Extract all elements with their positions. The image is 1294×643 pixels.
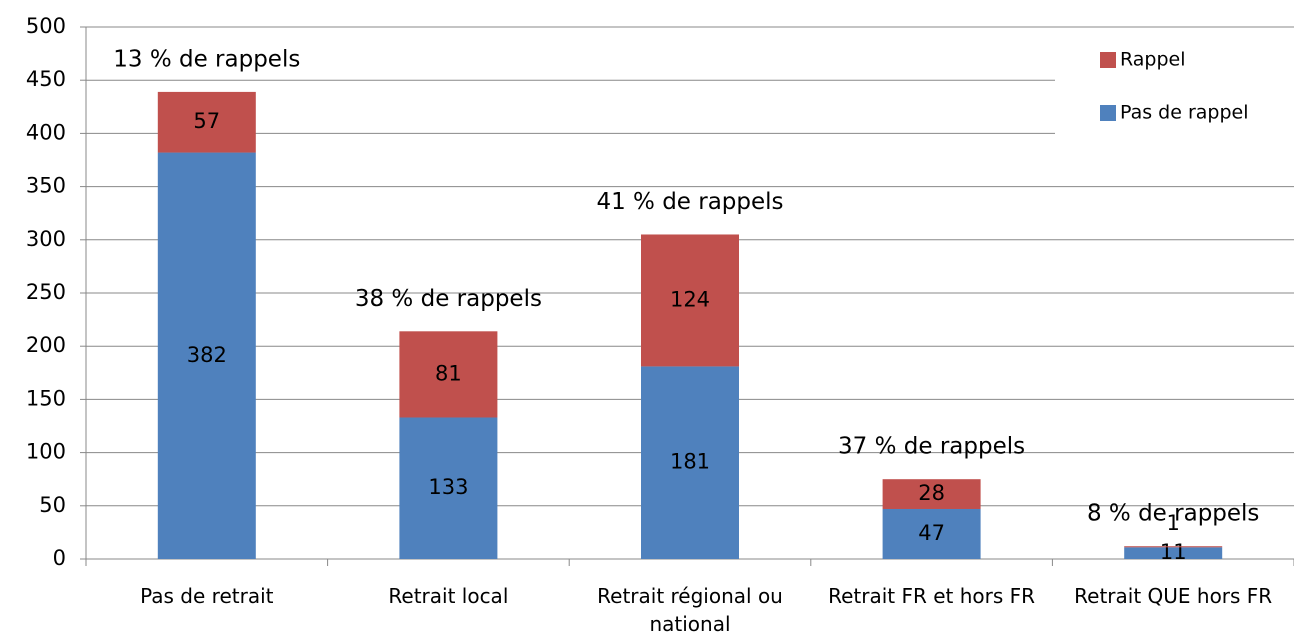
y-tick-label: 200 — [26, 333, 66, 357]
legend-swatch — [1100, 105, 1116, 121]
legend-swatch — [1100, 52, 1116, 68]
bar-segment — [157, 152, 256, 559]
bar-segment — [1124, 546, 1223, 548]
bar-segment — [399, 417, 498, 559]
value-label: 181 — [670, 450, 710, 474]
bar-segment — [882, 479, 981, 509]
annotation: 8 % de rappels — [1087, 501, 1259, 527]
legend-label: Rappel — [1120, 49, 1186, 71]
y-tick-label: 400 — [26, 120, 66, 144]
y-tick-label: 150 — [26, 386, 66, 410]
legend-background — [1055, 35, 1294, 135]
value-label: 11 — [1160, 540, 1187, 564]
value-label: 124 — [670, 287, 710, 311]
y-tick-label: 0 — [53, 546, 66, 570]
y-tick-label: 50 — [39, 493, 66, 517]
value-label: 47 — [918, 521, 945, 545]
x-tick-label: Retrait local — [388, 584, 509, 608]
legend-label: Pas de rappel — [1120, 102, 1249, 124]
value-label: 28 — [918, 481, 945, 505]
x-tick-label: Retrait régional ou national — [597, 584, 783, 636]
value-label: 57 — [193, 109, 220, 133]
y-tick-label: 500 — [26, 14, 66, 38]
y-tick-label: 450 — [26, 67, 66, 91]
bar-segment — [157, 91, 256, 153]
annotation: 41 % de rappels — [596, 189, 783, 215]
annotation: 13 % de rappels — [113, 46, 300, 72]
bar-segment — [641, 366, 739, 559]
bar-segment — [882, 508, 981, 559]
y-tick-label: 250 — [26, 280, 66, 304]
bar-segment — [399, 331, 498, 418]
bar-segment — [641, 234, 739, 367]
value-label: 81 — [435, 361, 462, 385]
value-label: 133 — [428, 475, 468, 499]
value-label: 382 — [187, 343, 227, 367]
y-tick-label: 300 — [26, 227, 66, 251]
y-tick-label: 100 — [26, 440, 66, 464]
x-tick-label: Retrait QUE hors FR — [1074, 584, 1273, 608]
value-label: 1 — [1167, 511, 1180, 535]
x-tick-label: Retrait FR et hors FR — [828, 584, 1036, 608]
annotation: 37 % de rappels — [838, 434, 1025, 460]
annotation: 38 % de rappels — [355, 286, 542, 312]
y-tick-label: 350 — [26, 174, 66, 198]
bar-segment — [1124, 547, 1223, 559]
x-tick-label: Pas de retrait — [140, 584, 274, 608]
